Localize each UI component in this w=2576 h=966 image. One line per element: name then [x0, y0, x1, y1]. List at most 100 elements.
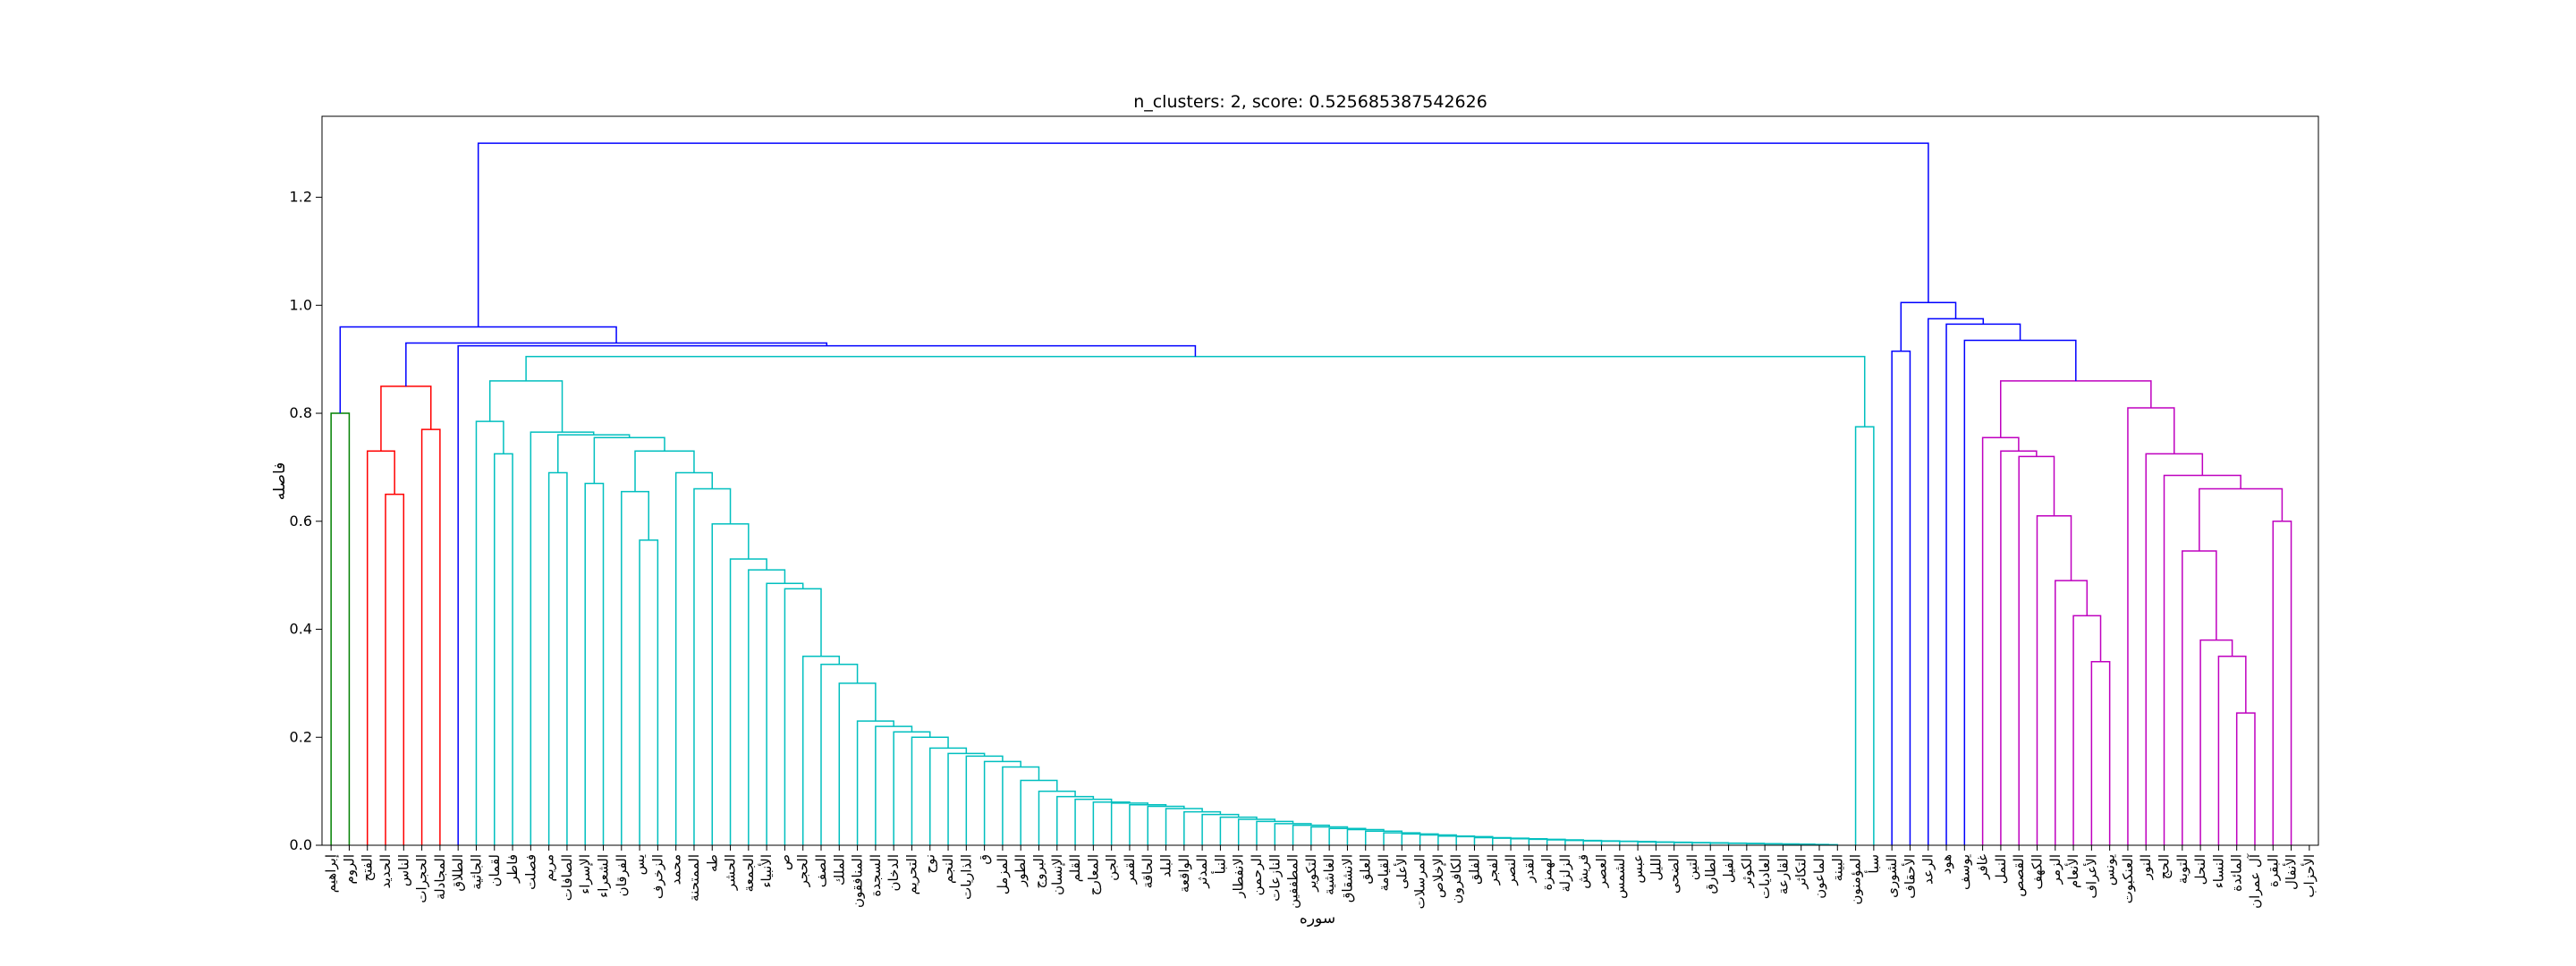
leaf-label: ق	[977, 854, 993, 865]
y-axis: 0.0 0.2 0.4 0.6 0.8 1.0 1.2	[290, 189, 322, 853]
leaf-label: مريم	[541, 854, 557, 881]
leaf-label: الكافرون	[1448, 854, 1464, 903]
leaf-label: المائدة	[2229, 854, 2245, 892]
leaf-label: لقمان	[487, 854, 503, 886]
leaf-label: الأنبياء	[758, 854, 775, 888]
leaf-label: المعارج	[1085, 854, 1102, 895]
leaf-label: الفيل	[1721, 854, 1737, 883]
leaf-label: الواقعة	[1176, 854, 1192, 893]
leaf-label: الأعراف	[2082, 854, 2099, 899]
leaf-label: الأعلى	[1393, 854, 1410, 889]
dendrogram-link	[593, 436, 665, 484]
dendrogram-link	[621, 490, 649, 845]
leaf-label: المؤمنون	[1848, 854, 1864, 904]
dendrogram-link	[405, 342, 828, 386]
dendrogram-link	[2145, 453, 2204, 845]
leaf-label: النمل	[1993, 854, 2009, 884]
leaf-label: هود	[1938, 854, 1954, 874]
leaf-label: الناس	[395, 854, 411, 886]
leaf-label: المنافقون	[850, 854, 866, 908]
leaf-label: المجادلة	[432, 854, 448, 900]
leaf-label: الإسراء	[577, 854, 593, 894]
leaf-label: الزخرف	[649, 854, 665, 899]
leaf-label: النحل	[2192, 854, 2208, 885]
dendrogram-link	[2235, 712, 2256, 845]
leaf-label: التحريم	[903, 854, 919, 894]
leaf-label: الرعد	[1920, 854, 1936, 885]
dendrogram-link	[477, 142, 1929, 327]
leaf-label: التوبة	[2174, 854, 2190, 884]
leaf-label: الكوثر	[1739, 854, 1755, 888]
leaf-label: الإخلاص	[1430, 854, 1446, 898]
leaf-label: الروم	[341, 854, 357, 885]
leaf-label: غافر	[1975, 854, 1991, 880]
leaf-label: الهمزة	[1539, 854, 1555, 890]
y-tick-label: 1.2	[290, 189, 312, 206]
leaf-label: الدخان	[886, 854, 902, 891]
leaf-label: الغاشية	[1321, 854, 1337, 895]
leaf-label: النساء	[2210, 854, 2226, 888]
leaf-label: الفرقان	[614, 854, 630, 896]
leaf-label: الحديد	[377, 854, 394, 888]
leaf-label: يونس	[2102, 854, 2118, 886]
x-axis-label: سوره	[1300, 910, 1335, 928]
leaf-label: النبأ	[1210, 854, 1228, 874]
leaf-label: العنكبوت	[2120, 854, 2136, 903]
dendrogram-link	[2036, 514, 2072, 845]
y-tick-label: 0.8	[290, 404, 312, 421]
dendrogram-link	[525, 355, 1866, 428]
dendrogram-link	[385, 493, 405, 845]
leaf-label: يوسف	[1956, 854, 1972, 890]
leaf-label: البروج	[1030, 854, 1047, 888]
leaf-label: قريش	[1575, 854, 1591, 889]
y-tick-label: 0.6	[290, 513, 312, 530]
leaf-label: الحاقة	[1140, 854, 1156, 888]
leaf-label: الكهف	[2029, 854, 2045, 889]
leaf-label: المزمل	[995, 854, 1011, 894]
leaf-label: القارعة	[1775, 854, 1791, 894]
leaf-label: الأحزاب	[2301, 854, 2318, 898]
leaf-label: الشورى	[1884, 854, 1900, 898]
dendrogram-link	[1891, 350, 1911, 845]
leaf-label: الماعون	[1811, 854, 1827, 899]
leaf-label: التكاثر	[1793, 854, 1809, 890]
leaf-label: الشعراء	[596, 854, 612, 898]
leaf-label: الليل	[1648, 854, 1664, 881]
plot-frame	[321, 115, 2319, 846]
dendrogram-link	[2055, 580, 2089, 845]
leaf-label: الأنفال	[2283, 854, 2300, 890]
y-tick-label: 0.4	[290, 621, 312, 638]
dendrogram-link	[2127, 407, 2175, 845]
leaf-label: القدر	[1521, 854, 1537, 883]
leaf-label: الجمعة	[741, 854, 757, 892]
leaf-label: يس	[631, 854, 648, 875]
dendrogram-link	[1927, 318, 1985, 845]
leaf-label: الزمر	[2047, 854, 2063, 885]
leaf-label: الطور	[1013, 854, 1029, 887]
dendrogram-link	[530, 431, 595, 845]
dendrogram-link	[420, 428, 441, 845]
leaf-label: البينة	[1829, 854, 1845, 881]
y-tick-label: 0.0	[290, 836, 312, 853]
dendrogram-link	[1854, 426, 1875, 845]
leaf-label: الأنعام	[2064, 854, 2081, 888]
y-tick-label: 0.2	[290, 728, 312, 745]
leaf-label: الزلزلة	[1557, 854, 1573, 892]
dendrogram-links	[330, 142, 2292, 846]
y-tick-label: 1.0	[290, 296, 312, 313]
leaf-label: طه	[704, 854, 720, 872]
leaf-label: الضحى	[1666, 854, 1682, 894]
dendrogram-link	[2072, 614, 2102, 845]
leaf-label: الطلاق	[450, 854, 466, 892]
dendrogram-link	[547, 471, 568, 845]
leaf-label: القلم	[1067, 854, 1083, 882]
leaf-label: عبس	[1630, 854, 1646, 884]
leaf-label: ص	[776, 854, 792, 870]
leaf-label: الأحقاف	[1901, 854, 1918, 899]
leaf-label: الإنسان	[1049, 854, 1065, 895]
dendrogram-link	[457, 344, 1197, 845]
dendrogram-link	[330, 412, 351, 845]
chart-title: n_clusters: 2, score: 0.525685387542626	[1133, 92, 1487, 112]
dendrogram-link	[494, 453, 513, 845]
leaf-label: الانفطار	[1231, 854, 1247, 899]
